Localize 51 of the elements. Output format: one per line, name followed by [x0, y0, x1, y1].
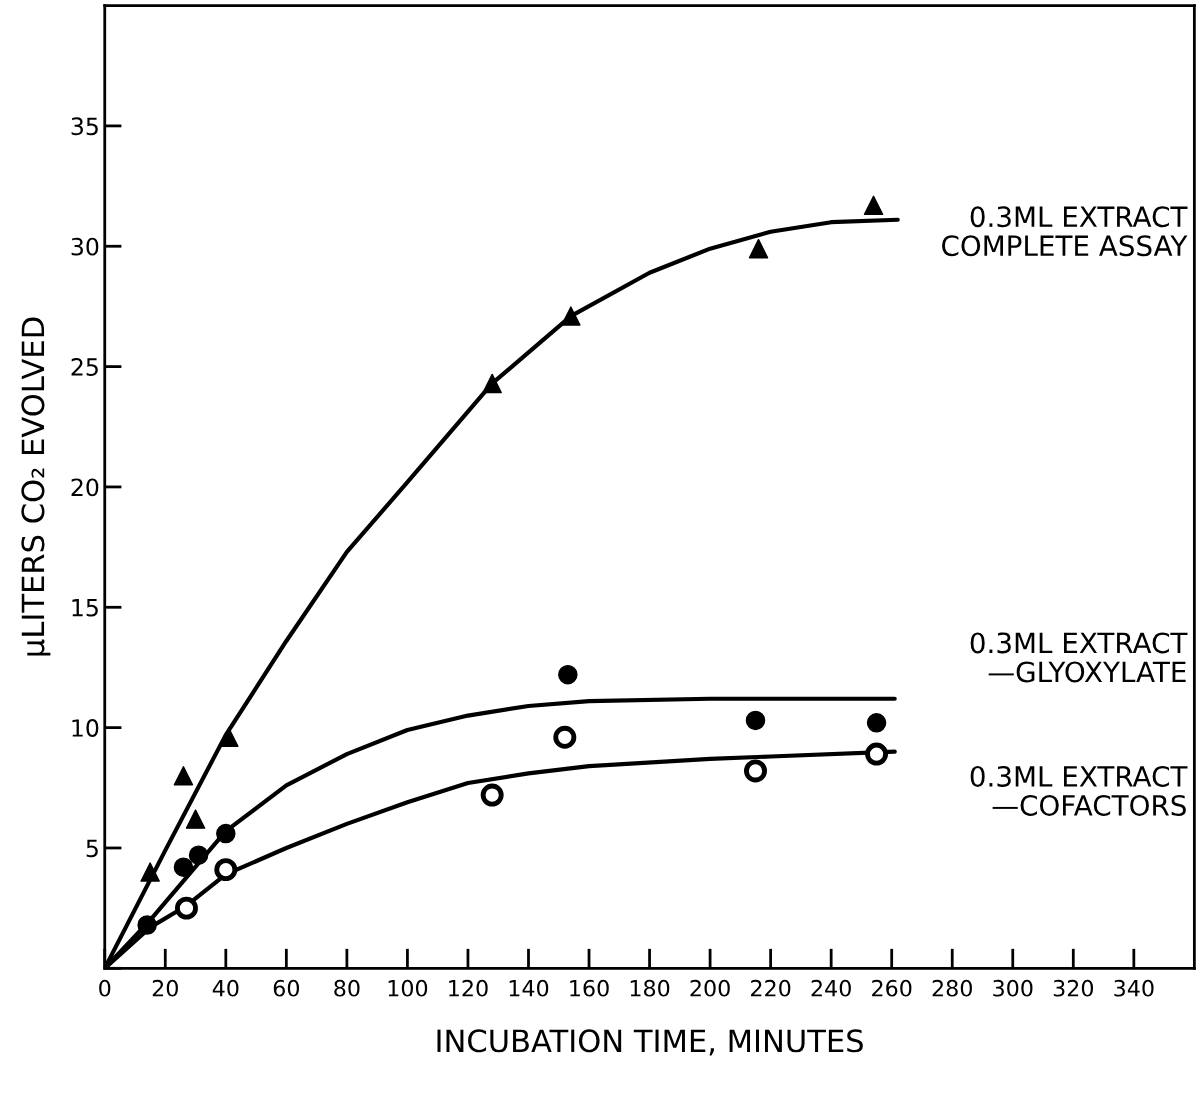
point [216, 823, 236, 844]
point [745, 710, 766, 731]
point [173, 766, 194, 786]
x-tick-label: 180 [630, 979, 670, 997]
text: 0.3ML EXTRACT —GLYOXYLATE [970, 632, 1188, 683]
point [188, 845, 209, 865]
point [185, 809, 206, 829]
x-tick-label: 60 [273, 979, 300, 997]
y-tick-label: 5 [86, 839, 98, 858]
x-tick-label: 140 [509, 979, 549, 997]
x-tick-label: 240 [811, 979, 851, 997]
x-tick-label: 20 [152, 979, 178, 997]
point [866, 713, 887, 733]
y-tick-label: 35 [71, 117, 98, 136]
y-tick-label: 15 [72, 599, 98, 617]
x-tick-label: 260 [872, 979, 912, 997]
point [865, 742, 889, 766]
point [174, 896, 198, 920]
point [553, 725, 577, 749]
point [140, 862, 160, 882]
x-tick-label: 200 [690, 979, 730, 997]
x-tick-label: 280 [932, 979, 972, 997]
series-label: 0.3ML EXTRACT COMPLETE ASSAY [942, 206, 1188, 257]
point [748, 238, 769, 259]
point [219, 727, 239, 748]
point [480, 783, 504, 807]
point [561, 306, 581, 326]
point [558, 664, 578, 685]
x-tick-label: 220 [751, 979, 791, 997]
x-tick-label: 120 [449, 979, 488, 997]
x-tick-label: 300 [993, 979, 1033, 997]
point [214, 858, 238, 882]
x-tick-label: 160 [570, 979, 609, 997]
y-tick-label: 30 [71, 237, 99, 256]
x-tick-label: 100 [388, 979, 428, 997]
x-tick-label: 340 [1114, 979, 1154, 997]
y-axis-title: μLITERS CO₂ EVOLVED [21, 317, 51, 656]
x-tick-label: 40 [212, 979, 239, 997]
text: 0.3ML EXTRACT —COFACTORS [970, 765, 1188, 816]
point [863, 195, 884, 216]
x-tick-label: 0 [99, 979, 111, 997]
x-tick-label: 80 [334, 979, 360, 997]
point [744, 759, 767, 783]
y-tick-label: 20 [71, 478, 99, 497]
point [173, 857, 194, 877]
point [137, 915, 157, 935]
point [482, 373, 502, 394]
x-tick-label: 320 [1053, 979, 1094, 997]
x-axis-title: INCUBATION TIME, MINUTES [437, 1029, 863, 1056]
y-tick-label: 10 [72, 719, 99, 737]
y-tick-label: 25 [71, 358, 98, 376]
